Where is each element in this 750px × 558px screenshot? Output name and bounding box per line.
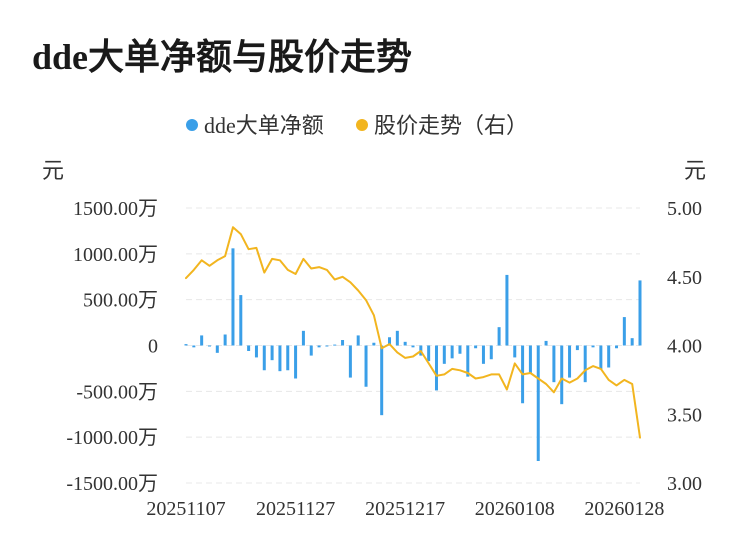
legend-marker-dde: [186, 119, 198, 131]
bar: [348, 345, 352, 378]
bar: [560, 345, 564, 405]
bar: [286, 345, 290, 371]
x-tick-label: 20251127: [256, 498, 335, 520]
price-line: [185, 226, 641, 439]
left-tick-label: -1000.00万: [66, 427, 158, 449]
bar: [317, 345, 321, 348]
bar: [380, 345, 384, 416]
bar: [231, 248, 235, 346]
legend-marker-price: [356, 119, 368, 131]
grid-lines: [186, 207, 640, 484]
bar: [481, 345, 485, 364]
right-tick-label: 4.00: [667, 336, 702, 358]
bar: [325, 345, 329, 347]
bar: [333, 344, 337, 346]
bar: [591, 345, 595, 348]
legend-label-price: 股价走势（右）: [374, 113, 528, 138]
bar: [450, 345, 454, 359]
bar: [278, 345, 282, 372]
x-tick-label: 20251217: [365, 498, 445, 520]
left-tick-label: 500.00万: [83, 290, 158, 312]
bar: [505, 274, 509, 346]
bar: [403, 341, 407, 346]
bar: [294, 345, 298, 379]
bar: [458, 345, 462, 354]
bar: [301, 330, 305, 346]
bar: [215, 345, 219, 353]
line-series: [185, 226, 641, 439]
left-tick-label: 1000.00万: [73, 244, 158, 266]
x-axis: 20251107 20251127 20251217 20260108 20260128: [146, 498, 664, 520]
bar: [395, 330, 399, 346]
bar: [583, 345, 587, 383]
bar: [599, 345, 603, 370]
bar: [544, 340, 548, 346]
legend-label-dde: dde大单净额: [204, 113, 324, 138]
left-axis: 1500.00万 1000.00万 500.00万 0 -500.00万 -1000.00…: [66, 198, 158, 495]
bar: [207, 345, 211, 347]
bar: [192, 345, 196, 348]
legend: dde大单净额 股价走势（右）: [186, 113, 528, 138]
bar: [200, 335, 204, 346]
bar: [239, 295, 243, 346]
x-tick-label: 20260128: [584, 498, 664, 520]
bar: [575, 345, 579, 351]
bar: [528, 345, 532, 373]
bar: [630, 338, 634, 346]
bar: [262, 345, 266, 371]
bar: [184, 344, 188, 346]
left-tick-label: -1500.00万: [66, 473, 158, 495]
right-axis-unit: 元: [684, 158, 706, 183]
bar: [356, 335, 360, 346]
bar: [489, 345, 493, 360]
bar: [223, 334, 227, 346]
left-axis-unit: 元: [42, 158, 64, 183]
bar: [254, 345, 258, 358]
bar: [568, 345, 572, 378]
bar: [638, 280, 642, 346]
bar: [309, 345, 313, 356]
bar: [341, 340, 345, 346]
bar: [474, 345, 478, 349]
bar: [466, 345, 470, 377]
bar-series: [184, 248, 642, 461]
bar: [536, 345, 540, 461]
bar: [615, 345, 619, 349]
right-tick-label: 5.00: [667, 198, 702, 220]
bar: [364, 345, 368, 387]
left-tick-label: -500.00万: [76, 381, 158, 403]
right-tick-label: 3.50: [667, 404, 702, 426]
bar: [607, 345, 611, 368]
left-tick-label: 0: [148, 336, 158, 358]
right-axis: 5.00 4.50 4.00 3.50 3.00: [667, 198, 702, 495]
left-tick-label: 1500.00万: [73, 198, 158, 220]
bar: [411, 345, 415, 348]
bar: [372, 342, 376, 346]
bar: [388, 337, 392, 346]
bar: [622, 317, 626, 346]
bar: [270, 345, 274, 361]
chart-title: dde大单净额与股价走势: [32, 37, 413, 77]
bar: [442, 345, 446, 364]
right-tick-label: 3.00: [667, 473, 702, 495]
x-tick-label: 20251107: [146, 498, 225, 520]
bar: [427, 345, 431, 362]
x-tick-label: 20260108: [475, 498, 555, 520]
bar: [513, 345, 517, 358]
bar: [434, 345, 438, 391]
bar: [552, 345, 556, 383]
bar: [247, 345, 251, 351]
bar: [497, 327, 501, 346]
right-tick-label: 4.50: [667, 267, 702, 289]
